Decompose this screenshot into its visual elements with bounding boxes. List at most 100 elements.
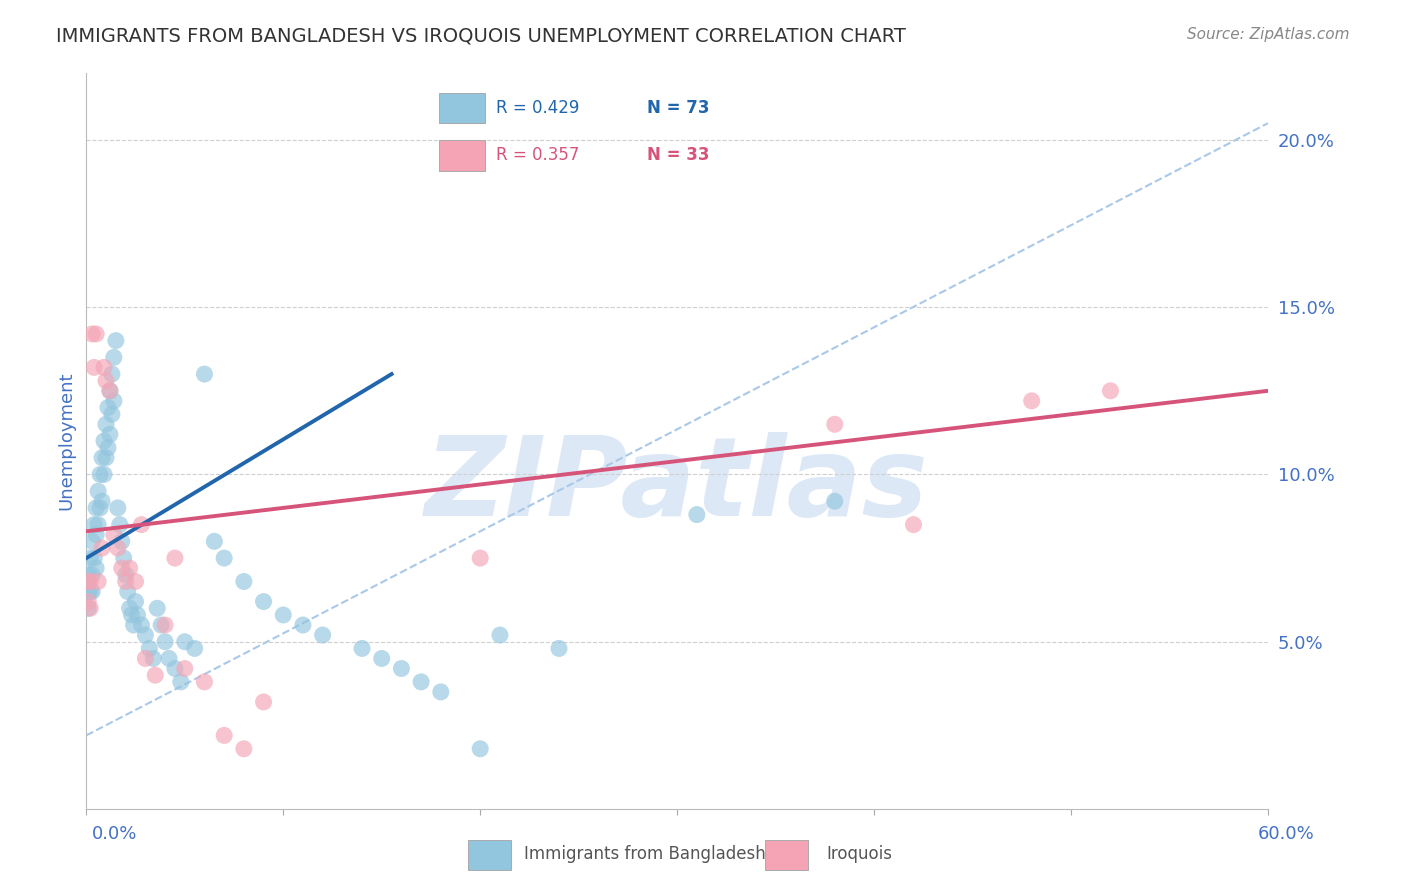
Point <box>163 661 186 675</box>
Point <box>101 367 124 381</box>
Point <box>122 618 145 632</box>
Point <box>232 574 254 589</box>
Point <box>232 741 254 756</box>
Point <box>127 607 149 622</box>
Point <box>103 527 125 541</box>
FancyBboxPatch shape <box>468 840 512 870</box>
Point <box>114 567 136 582</box>
Point <box>142 651 165 665</box>
Point <box>1021 393 1043 408</box>
Point <box>79 574 101 589</box>
Point <box>83 360 105 375</box>
Point <box>97 401 120 415</box>
Point <box>103 393 125 408</box>
Point <box>93 467 115 482</box>
Point <box>252 594 274 608</box>
Point <box>79 551 101 566</box>
Point <box>146 601 169 615</box>
Point <box>77 584 100 599</box>
Point <box>193 674 215 689</box>
Point <box>84 527 107 541</box>
Point <box>117 584 139 599</box>
Point <box>686 508 709 522</box>
Point <box>411 674 433 689</box>
Point <box>84 561 107 575</box>
Point <box>111 534 134 549</box>
Point <box>84 500 107 515</box>
Point <box>98 384 121 398</box>
Point <box>111 561 134 575</box>
Point <box>98 427 121 442</box>
Point <box>202 534 225 549</box>
FancyBboxPatch shape <box>439 93 485 123</box>
Y-axis label: Unemployment: Unemployment <box>58 372 75 510</box>
Point <box>370 651 392 665</box>
Text: Immigrants from Bangladesh: Immigrants from Bangladesh <box>523 845 765 863</box>
Point <box>91 450 114 465</box>
Point <box>470 741 492 756</box>
Point <box>548 641 571 656</box>
Point <box>79 601 101 615</box>
Point <box>83 551 105 566</box>
Text: N = 33: N = 33 <box>647 146 709 164</box>
Point <box>131 618 153 632</box>
Point <box>183 641 205 656</box>
Text: ZIPatlas: ZIPatlas <box>425 432 929 539</box>
Point <box>107 500 129 515</box>
Point <box>173 661 195 675</box>
Point <box>112 551 135 566</box>
Point <box>470 551 492 566</box>
Point <box>77 601 100 615</box>
Point <box>114 574 136 589</box>
Point <box>311 628 333 642</box>
Text: N = 73: N = 73 <box>647 99 709 117</box>
Point <box>153 618 176 632</box>
Point <box>173 634 195 648</box>
Point <box>82 326 104 341</box>
Text: 0.0%: 0.0% <box>91 825 136 843</box>
Point <box>82 584 104 599</box>
Point <box>124 594 146 608</box>
Point <box>170 674 193 689</box>
Point <box>134 628 156 642</box>
Point <box>271 607 294 622</box>
Point <box>138 641 160 656</box>
Point <box>153 634 176 648</box>
Point <box>252 695 274 709</box>
Point <box>87 574 110 589</box>
Point <box>91 494 114 508</box>
Text: R = 0.357: R = 0.357 <box>496 146 579 164</box>
Point <box>350 641 373 656</box>
Point <box>1099 384 1122 398</box>
Point <box>94 450 117 465</box>
Point <box>903 517 925 532</box>
Point <box>212 551 235 566</box>
Text: Iroquois: Iroquois <box>827 845 893 863</box>
Point <box>121 607 143 622</box>
Point <box>77 567 100 582</box>
Point <box>77 594 100 608</box>
Text: 60.0%: 60.0% <box>1258 825 1315 843</box>
Point <box>163 551 186 566</box>
Point <box>98 384 121 398</box>
Point <box>104 334 127 348</box>
Text: Source: ZipAtlas.com: Source: ZipAtlas.com <box>1187 27 1350 42</box>
Point <box>83 517 105 532</box>
Point <box>101 407 124 421</box>
Point <box>193 367 215 381</box>
Point <box>150 618 173 632</box>
Point <box>430 685 453 699</box>
Point <box>87 484 110 499</box>
Point <box>108 517 131 532</box>
Point <box>89 500 111 515</box>
Point <box>91 541 114 555</box>
Point <box>391 661 413 675</box>
Point <box>131 517 153 532</box>
Point <box>107 541 129 555</box>
Text: R = 0.429: R = 0.429 <box>496 99 579 117</box>
Point <box>97 441 120 455</box>
Text: IMMIGRANTS FROM BANGLADESH VS IROQUOIS UNEMPLOYMENT CORRELATION CHART: IMMIGRANTS FROM BANGLADESH VS IROQUOIS U… <box>56 27 905 45</box>
Point <box>84 326 107 341</box>
Point <box>157 651 180 665</box>
Point <box>143 668 166 682</box>
